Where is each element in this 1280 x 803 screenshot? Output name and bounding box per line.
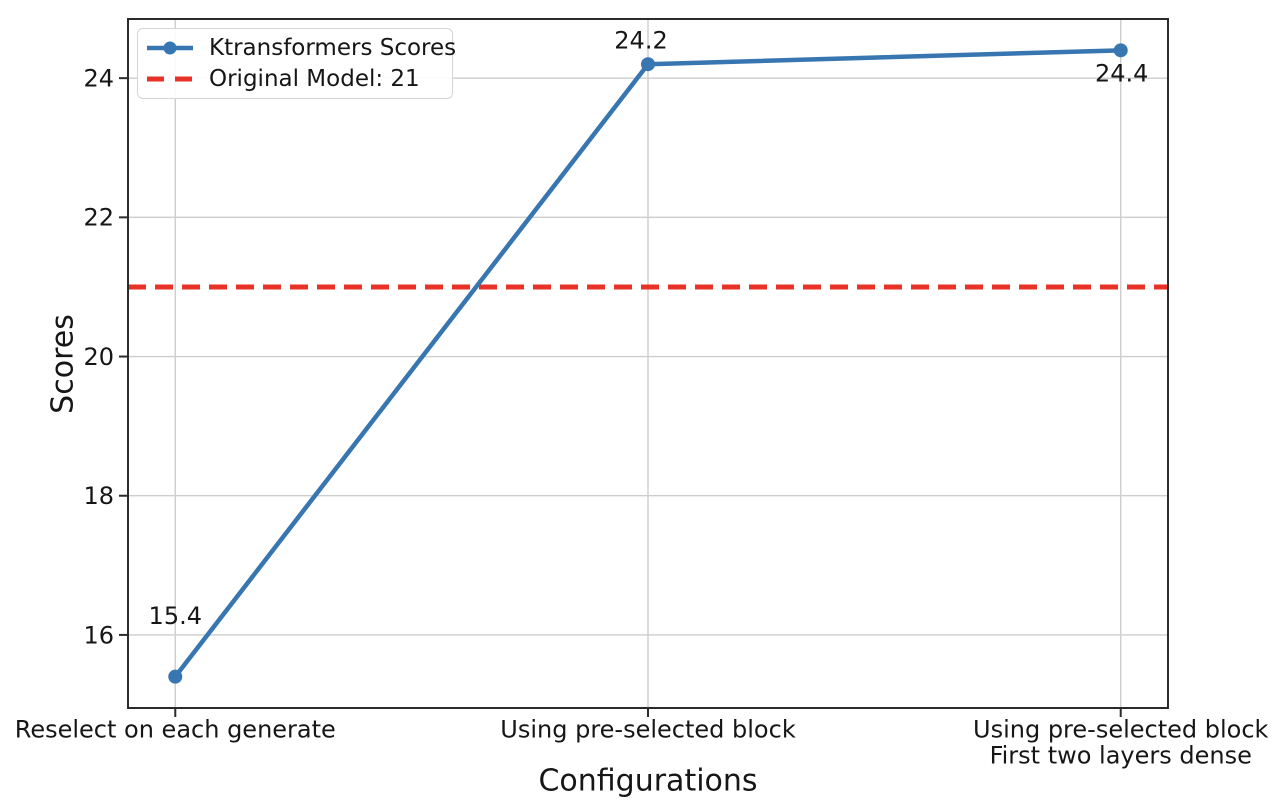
x-tick-label: Reselect on each generate bbox=[15, 715, 336, 743]
data-point-marker bbox=[1113, 43, 1128, 58]
legend-item-original-model: Original Model: 21 bbox=[145, 64, 452, 95]
y-tick-label: 18 bbox=[83, 482, 114, 510]
solid-line-marker-sample-icon bbox=[147, 41, 193, 55]
legend: Ktransformers Scores Original Model: 21 bbox=[137, 28, 456, 99]
data-point-marker bbox=[641, 57, 655, 72]
y-tick-label: 16 bbox=[83, 621, 114, 649]
data-point-label: 24.2 bbox=[614, 27, 667, 55]
dashed-line-sample-icon bbox=[147, 76, 193, 82]
data-point-marker bbox=[168, 669, 183, 684]
legend-label-original-model: Original Model: 21 bbox=[209, 66, 420, 92]
legend-label-ktransformers-scores: Ktransformers Scores bbox=[209, 35, 457, 61]
y-tick-label: 20 bbox=[83, 343, 114, 371]
y-tick-label: 22 bbox=[83, 204, 114, 232]
x-tick-label: First two layers dense bbox=[990, 741, 1252, 769]
x-tick-label: Using pre-selected block bbox=[973, 715, 1269, 743]
legend-item-ktransformers-scores: Ktransformers Scores bbox=[145, 33, 456, 64]
y-axis-label: Scores bbox=[45, 314, 81, 414]
data-point-label: 24.4 bbox=[1095, 60, 1148, 88]
y-tick-label: 24 bbox=[83, 65, 114, 93]
x-axis-label: Configurations bbox=[538, 763, 758, 799]
data-point-label: 15.4 bbox=[149, 602, 202, 630]
x-tick-label: Using pre-selected block bbox=[500, 715, 796, 743]
